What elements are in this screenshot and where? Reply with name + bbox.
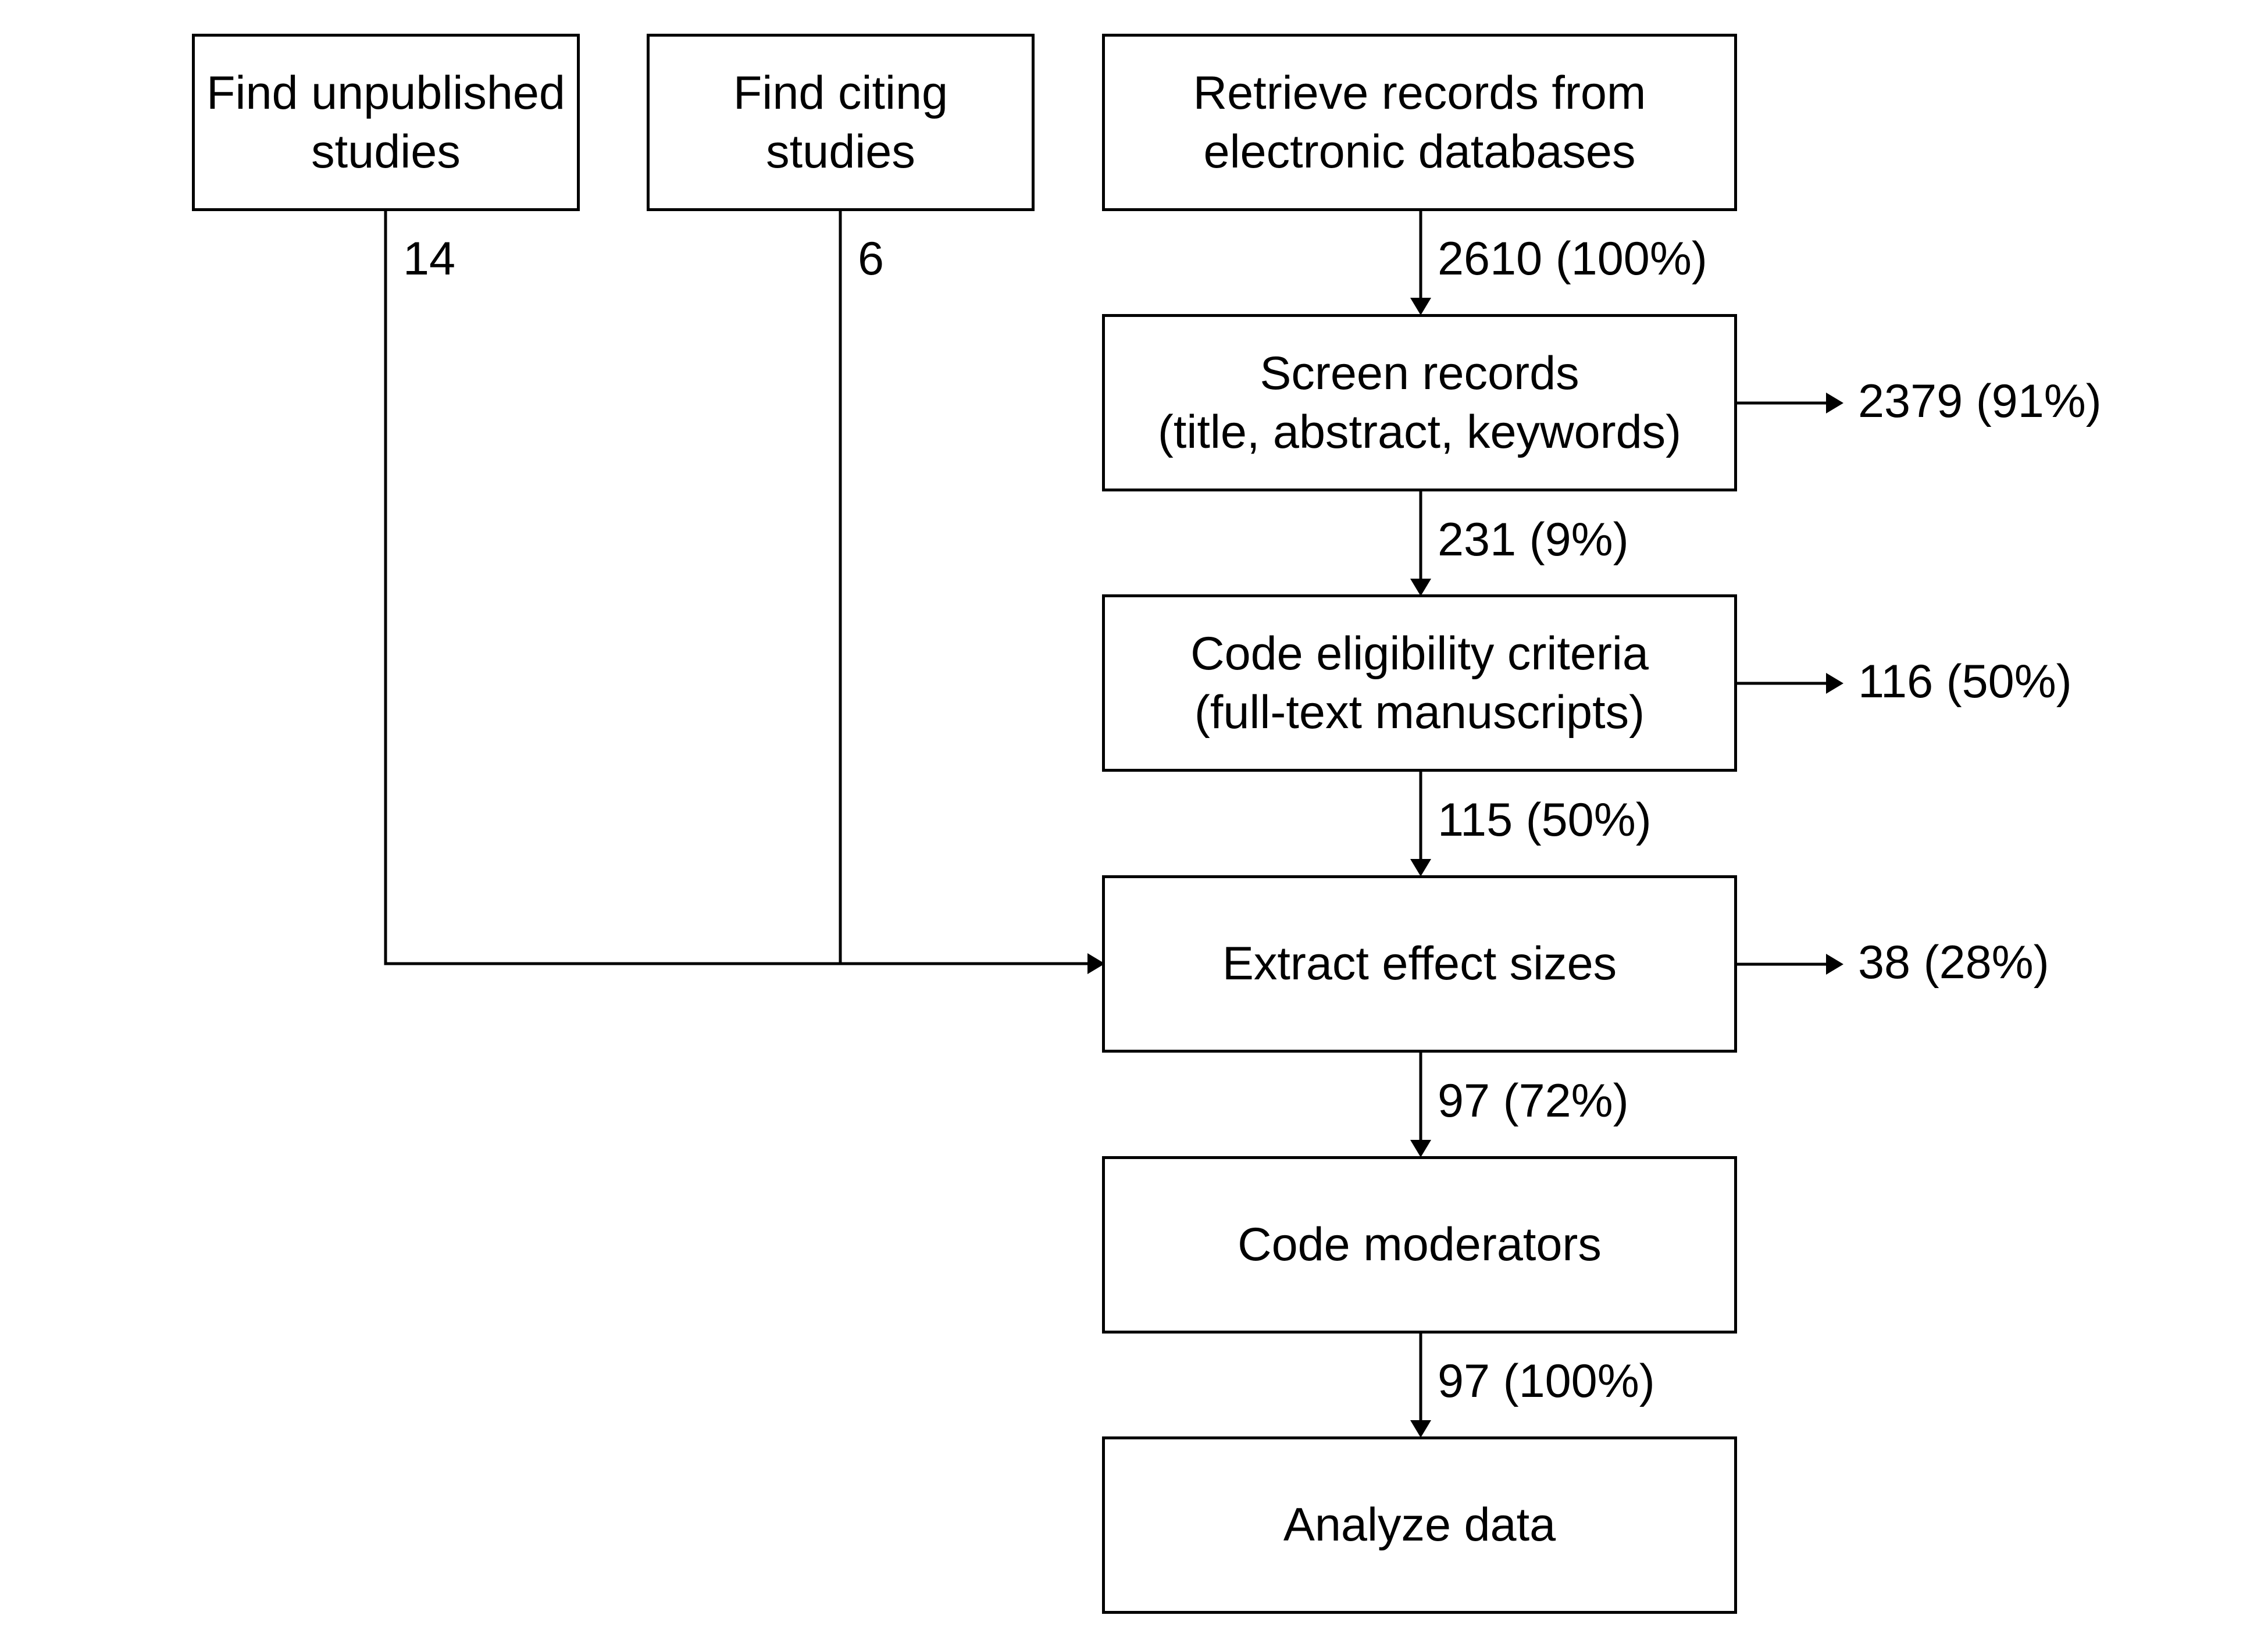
node-code-eligibility-criteria: Code eligibility criteria (full-text man… bbox=[1102, 594, 1737, 772]
node-label: Code moderators bbox=[1238, 1218, 1602, 1271]
node-label: Extract effect sizes bbox=[1222, 937, 1617, 990]
count-extract-to-moderators: 97 (72%) bbox=[1438, 1075, 1629, 1127]
count-moderators-to-analyze: 97 (100%) bbox=[1438, 1355, 1655, 1407]
arrow-unpublished-to-extract bbox=[384, 209, 1093, 965]
node-label: Code eligibility criteria bbox=[1190, 627, 1649, 680]
node-label: Find unpublished bbox=[206, 66, 565, 119]
node-label: (title, abstract, keywords) bbox=[1157, 405, 1682, 458]
node-find-unpublished-studies: Find unpublished studies bbox=[192, 34, 580, 211]
node-extract-effect-sizes: Extract effect sizes bbox=[1102, 875, 1737, 1053]
count-screen-to-eligibility: 231 (9%) bbox=[1438, 514, 1629, 566]
arrowhead bbox=[1410, 859, 1431, 876]
arrowhead bbox=[1087, 953, 1105, 974]
node-code-moderators: Code moderators bbox=[1102, 1156, 1737, 1334]
node-label: electronic databases bbox=[1203, 125, 1636, 178]
count-citing: 6 bbox=[858, 233, 885, 285]
arrowhead bbox=[1410, 1140, 1431, 1157]
node-label: Retrieve records from bbox=[1193, 66, 1646, 119]
count-unpublished: 14 bbox=[403, 233, 456, 285]
arrowhead bbox=[1826, 673, 1843, 694]
node-label: Analyze data bbox=[1283, 1499, 1556, 1551]
arrowhead bbox=[1410, 579, 1431, 596]
count-eligibility-to-extract: 115 (50%) bbox=[1438, 794, 1652, 846]
node-retrieve-records: Retrieve records from electronic databas… bbox=[1102, 34, 1737, 211]
arrowhead bbox=[1826, 954, 1843, 975]
count-extract-excluded: 38 (28%) bbox=[1858, 936, 2049, 989]
node-label: studies bbox=[311, 125, 461, 178]
node-screen-records: Screen records (title, abstract, keyword… bbox=[1102, 314, 1737, 491]
node-find-citing-studies: Find citing studies bbox=[647, 34, 1035, 211]
arrowhead bbox=[1410, 1420, 1431, 1438]
node-label: (full-text manuscripts) bbox=[1194, 686, 1645, 739]
node-label: Find citing bbox=[733, 66, 948, 119]
arrowhead bbox=[1410, 298, 1431, 315]
arrowhead bbox=[1826, 393, 1843, 413]
node-analyze-data: Analyze data bbox=[1102, 1436, 1737, 1614]
count-screen-excluded: 2379 (91%) bbox=[1858, 375, 2102, 427]
count-eligibility-excluded: 116 (50%) bbox=[1858, 655, 2072, 708]
node-label: Screen records bbox=[1260, 347, 1579, 400]
count-retrieve-to-screen: 2610 (100%) bbox=[1438, 233, 1707, 285]
node-label: studies bbox=[766, 125, 915, 178]
